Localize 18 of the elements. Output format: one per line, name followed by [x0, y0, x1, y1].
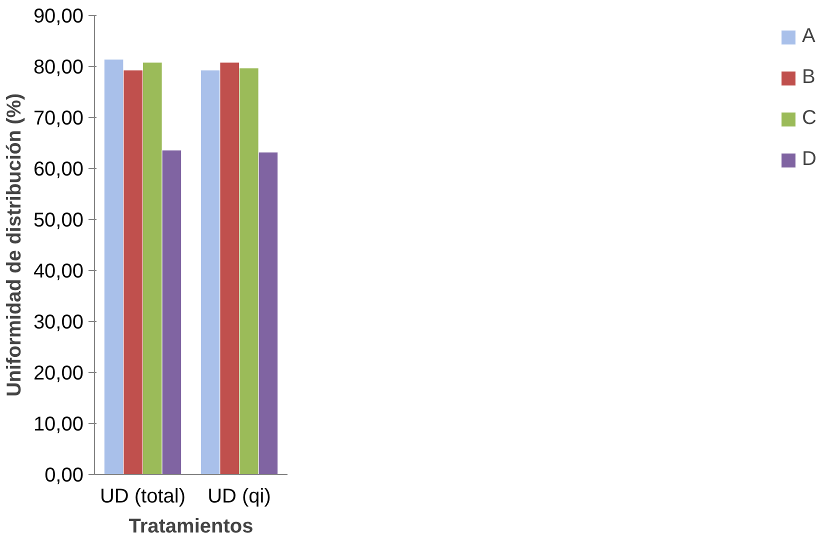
y-axis-title: Uniformidad de distribución (%): [3, 93, 26, 397]
legend-label: C: [802, 107, 818, 130]
y-tick-label: 30,00: [33, 312, 84, 334]
legend-label: A: [802, 25, 816, 48]
y-tick-label: 60,00: [33, 158, 84, 180]
x-tick-label: UD (qi): [208, 486, 271, 508]
y-tick-label: 40,00: [33, 260, 84, 282]
x-axis-title: Tratamientos: [128, 516, 254, 538]
y-tick-label: 70,00: [33, 108, 84, 130]
y-tick-label: 20,00: [33, 362, 84, 384]
y-tick-label: 10,00: [33, 414, 84, 436]
y-tick-label: 80,00: [33, 56, 84, 78]
y-tick-label: 0,00: [44, 464, 84, 486]
x-tick-label: UD (total): [100, 486, 186, 508]
legend-label: B: [802, 66, 816, 89]
legend-label: D: [802, 148, 818, 171]
y-tick-label: 50,00: [33, 210, 84, 232]
y-tick-label: 90,00: [33, 6, 84, 28]
